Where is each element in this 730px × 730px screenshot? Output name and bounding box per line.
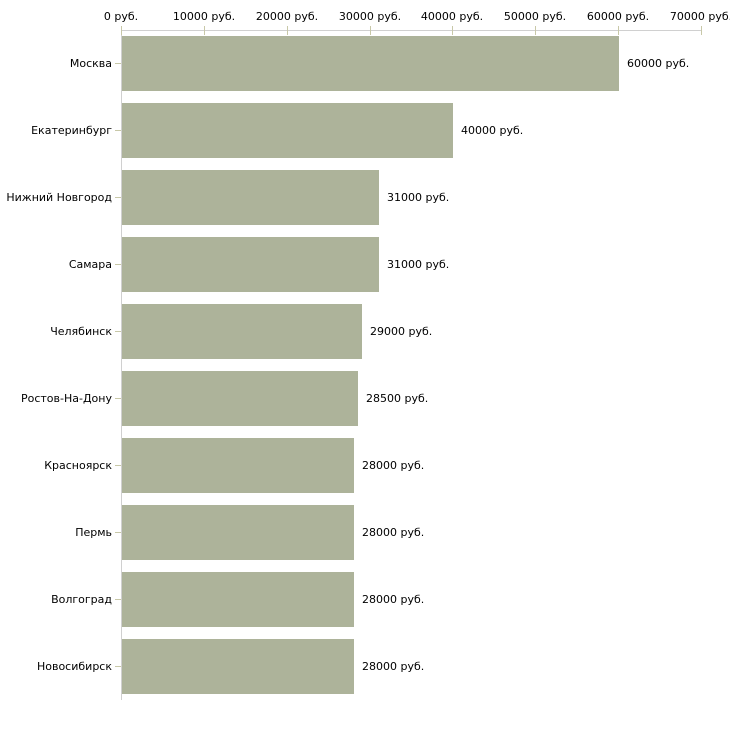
value-label: 28500 руб. (366, 392, 429, 405)
bar-row: Нижний Новгород 31000 руб. (0, 170, 730, 225)
value-label: 29000 руб. (370, 325, 433, 338)
category-label: Красноярск (44, 459, 112, 472)
x-axis-line (121, 30, 702, 31)
value-label: 28000 руб. (362, 526, 425, 539)
bar (122, 438, 354, 493)
value-label: 60000 руб. (627, 57, 690, 70)
y-axis-tick (115, 465, 121, 466)
y-axis-tick (115, 197, 121, 198)
bar-row: Самара 31000 руб. (0, 237, 730, 292)
x-axis-tick (535, 26, 536, 35)
bar-row: Москва 60000 руб. (0, 36, 730, 91)
bar-row: Ростов-На-Дону 28500 руб. (0, 371, 730, 426)
y-axis-tick (115, 331, 121, 332)
bar-row: Новосибирск 28000 руб. (0, 639, 730, 694)
y-axis-tick (115, 63, 121, 64)
category-label: Новосибирск (36, 660, 112, 673)
x-axis-tick-label: 30000 руб. (338, 10, 402, 23)
bar (122, 572, 354, 627)
category-label: Волгоград (51, 593, 112, 606)
value-label: 31000 руб. (387, 191, 450, 204)
y-axis-tick (115, 532, 121, 533)
x-axis-tick-label: 40000 руб. (420, 10, 484, 23)
x-axis-tick-label: 70000 руб. (669, 10, 730, 23)
x-axis-tick (701, 26, 702, 35)
x-axis-tick (618, 26, 619, 35)
x-axis-tick (121, 26, 122, 35)
bar (122, 505, 354, 560)
value-label: 28000 руб. (362, 459, 425, 472)
bar-row: Красноярск 28000 руб. (0, 438, 730, 493)
category-label: Пермь (75, 526, 112, 539)
y-axis-tick (115, 398, 121, 399)
x-axis-tick-label: 10000 руб. (172, 10, 236, 23)
category-label: Самара (68, 258, 112, 271)
bar-row: Волгоград 28000 руб. (0, 572, 730, 627)
bar (122, 371, 358, 426)
x-axis-tick-label: 20000 руб. (255, 10, 319, 23)
category-label: Челябинск (50, 325, 112, 338)
y-axis-tick (115, 599, 121, 600)
category-label: Нижний Новгород (6, 191, 112, 204)
y-axis-tick (115, 264, 121, 265)
x-axis-tick-label: 60000 руб. (586, 10, 650, 23)
x-axis-tick (204, 26, 205, 35)
value-label: 28000 руб. (362, 660, 425, 673)
x-axis-tick-label: 0 руб. (103, 10, 139, 23)
bar-row: Екатеринбург 40000 руб. (0, 103, 730, 158)
bar (122, 639, 354, 694)
value-label: 40000 руб. (461, 124, 524, 137)
bar-row: Пермь 28000 руб. (0, 505, 730, 560)
bar-row: Челябинск 29000 руб. (0, 304, 730, 359)
category-label: Москва (69, 57, 112, 70)
bar (122, 103, 453, 158)
y-axis-line (121, 30, 122, 700)
bar (122, 170, 379, 225)
x-axis-tick (452, 26, 453, 35)
bar (122, 237, 379, 292)
y-axis-tick (115, 130, 121, 131)
x-axis-tick-label: 50000 руб. (503, 10, 567, 23)
y-axis-tick (115, 666, 121, 667)
value-label: 28000 руб. (362, 593, 425, 606)
bar (122, 36, 619, 91)
category-label: Екатеринбург (31, 124, 112, 137)
bar (122, 304, 362, 359)
category-label: Ростов-На-Дону (20, 392, 112, 405)
x-axis-tick (287, 26, 288, 35)
value-label: 31000 руб. (387, 258, 450, 271)
x-axis-tick (370, 26, 371, 35)
